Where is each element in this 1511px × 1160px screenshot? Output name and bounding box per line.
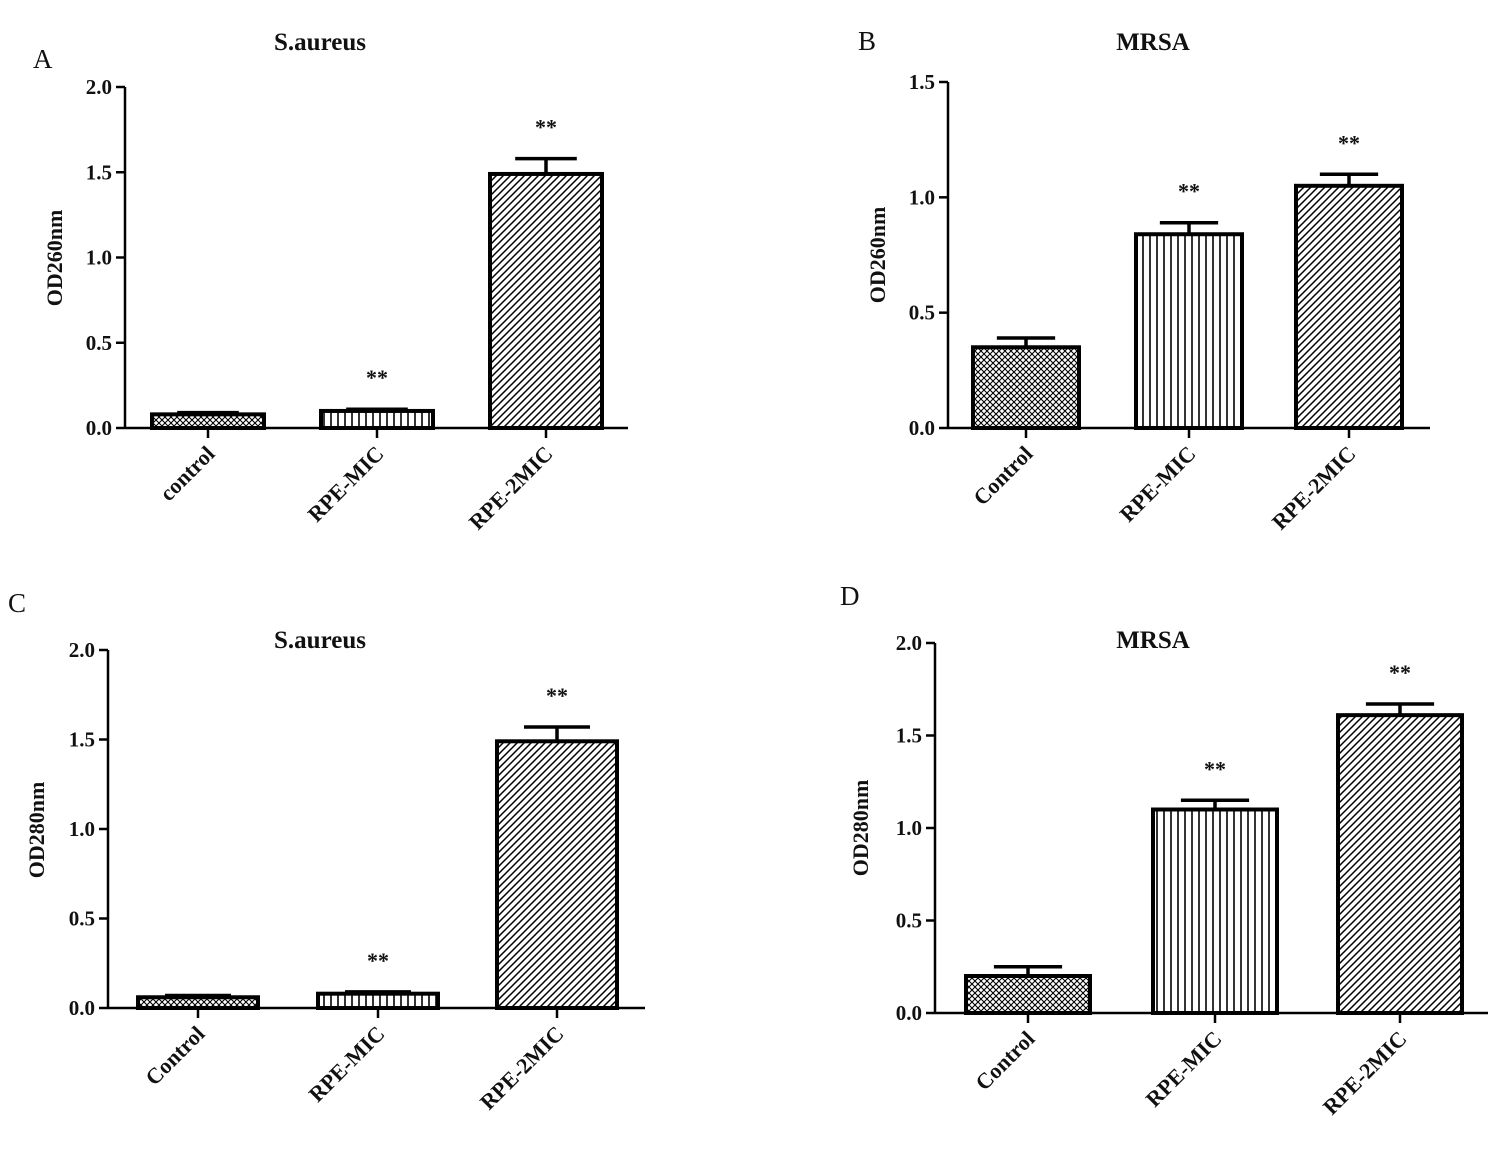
y-tick-label: 1.0 xyxy=(896,816,922,840)
x-tick-label: RPE-2MIC xyxy=(475,1021,569,1115)
bar xyxy=(1134,232,1244,430)
y-tick-label: 0.0 xyxy=(86,416,112,440)
x-tick-label: RPE-MIC xyxy=(303,441,389,527)
bar xyxy=(316,991,440,1010)
bar xyxy=(971,345,1081,430)
x-tick-label: control xyxy=(155,441,220,506)
x-tick-label: RPE-MIC xyxy=(304,1021,390,1107)
bar xyxy=(136,995,260,1011)
y-tick-label: 1.0 xyxy=(909,185,935,209)
bar xyxy=(1151,807,1279,1015)
bar xyxy=(150,412,266,430)
y-tick-label: 0.5 xyxy=(86,331,112,355)
bar xyxy=(964,974,1092,1015)
y-tick-label: 0.5 xyxy=(896,909,922,933)
chart-title: MRSA xyxy=(1116,627,1190,654)
chart-title: S.aureus xyxy=(274,627,366,654)
y-tick-label: 1.5 xyxy=(69,728,95,752)
y-axis-label: OD260nm xyxy=(42,210,67,307)
chart-title: MRSA xyxy=(1116,29,1190,56)
bar xyxy=(495,739,619,1010)
panel-d: D MRSA OD280nm 0.0 0.5 1.0 1.5 2.0 Control RPE-MI… xyxy=(840,581,1488,1120)
y-tick-label: 0.0 xyxy=(69,996,95,1020)
significance-label: ** xyxy=(535,115,557,140)
significance-label: ** xyxy=(1389,660,1411,685)
panel-letter: B xyxy=(858,26,876,56)
x-tick-label: RPE-2MIC xyxy=(1267,441,1361,535)
x-tick-label: Control xyxy=(968,441,1037,510)
significance-label: ** xyxy=(1178,179,1200,204)
y-tick-label: 1.5 xyxy=(896,724,922,748)
y-tick-label: 0.0 xyxy=(896,1001,922,1025)
bar xyxy=(1336,713,1464,1016)
y-axis-label: OD280nm xyxy=(848,780,873,877)
y-tick-label: 1.0 xyxy=(86,246,112,270)
y-tick-label: 1.5 xyxy=(86,160,112,184)
significance-label: ** xyxy=(546,683,568,708)
y-tick-label: 2.0 xyxy=(69,638,95,662)
x-tick-label: Control xyxy=(140,1021,209,1090)
x-tick-label: RPE-2MIC xyxy=(1318,1026,1412,1120)
panel-letter: A xyxy=(33,44,53,74)
x-tick-label: RPE-MIC xyxy=(1115,441,1201,527)
panel-b: B MRSA OD260nm 0.0 0.5 1.0 1.5 Control RPE-MIC **… xyxy=(858,26,1430,535)
chart-title: S.aureus xyxy=(274,29,366,56)
x-tick-label: Control xyxy=(970,1026,1039,1095)
y-axis-label: OD260nm xyxy=(865,207,890,304)
bar xyxy=(319,408,435,431)
bar xyxy=(488,171,604,430)
y-tick-label: 1.0 xyxy=(69,817,95,841)
x-tick-label: RPE-2MIC xyxy=(464,441,558,535)
significance-label: ** xyxy=(1338,130,1360,155)
bar xyxy=(1294,183,1404,430)
panel-a: A S.aureus OD260nm 0.0 0.5 1.0 1.5 2.0 control RP… xyxy=(33,29,628,535)
panel-letter: C xyxy=(8,588,26,618)
significance-label: ** xyxy=(367,948,389,973)
significance-label: ** xyxy=(1204,756,1226,781)
y-tick-label: 1.5 xyxy=(909,70,935,94)
y-axis-label: OD280nm xyxy=(24,782,49,879)
panel-c: C S.aureus OD280nm 0.0 0.5 1.0 1.5 2.0 Control RP… xyxy=(8,588,645,1115)
y-tick-label: 0.5 xyxy=(69,907,95,931)
y-tick-label: 0.5 xyxy=(909,301,935,325)
panel-letter: D xyxy=(840,581,860,611)
x-tick-label: RPE-MIC xyxy=(1141,1026,1227,1112)
y-tick-label: 0.0 xyxy=(909,416,935,440)
y-tick-label: 2.0 xyxy=(896,631,922,655)
significance-label: ** xyxy=(366,365,388,390)
y-tick-label: 2.0 xyxy=(86,75,112,99)
